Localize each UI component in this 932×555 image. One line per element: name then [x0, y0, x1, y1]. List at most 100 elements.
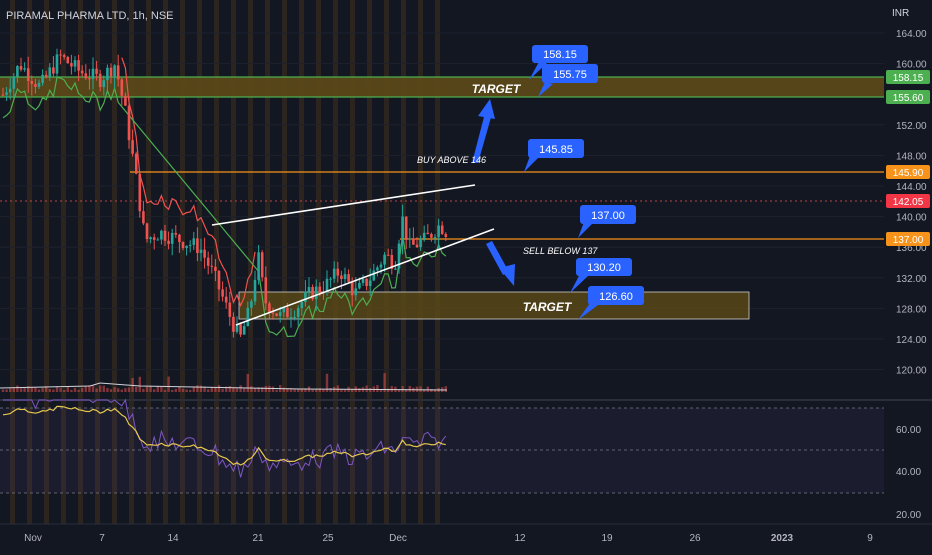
buy-above-label: BUY ABOVE 146	[417, 155, 486, 165]
price-tag-142.05[interactable]: 142.05	[886, 194, 930, 208]
session-stripe	[180, 0, 185, 524]
volume-bar	[325, 373, 329, 392]
session-stripe	[333, 0, 338, 524]
time-tick: 19	[601, 533, 613, 544]
callout-130[interactable]: 130.20	[570, 258, 632, 293]
time-tick: 2023	[771, 533, 794, 544]
candle-body	[293, 316, 296, 318]
session-stripe	[299, 0, 304, 524]
candle-body	[52, 67, 55, 74]
volume-bar	[351, 389, 354, 392]
volume-bar	[261, 387, 264, 392]
price-tag-145.90[interactable]: 145.90	[886, 165, 930, 179]
supertrend-up	[2, 76, 447, 338]
callout-145[interactable]: 145.85	[524, 139, 584, 172]
candle-body	[437, 225, 440, 238]
candle-body	[365, 278, 368, 286]
candle-body	[145, 223, 149, 240]
callout-137[interactable]: 137.00	[578, 205, 636, 238]
volume-bar	[163, 389, 167, 392]
candle-body	[113, 65, 116, 77]
volume-bar	[376, 385, 379, 392]
volume-bar	[282, 387, 285, 392]
session-stripe	[350, 0, 355, 524]
candle-body	[77, 60, 80, 71]
volume-bar	[52, 389, 55, 392]
candle-body	[124, 95, 127, 106]
wedge-lower-trendline[interactable]	[235, 228, 495, 326]
wedge-upper-trendline[interactable]	[211, 184, 476, 226]
session-stripe	[27, 0, 32, 524]
candle-body	[379, 264, 383, 268]
session-stripe	[316, 0, 321, 524]
price-tag-text: 145.90	[893, 168, 924, 179]
currency-label: INR	[892, 8, 909, 19]
volume-bar	[59, 388, 62, 392]
volume-bar	[106, 388, 109, 392]
volume-bar	[387, 388, 390, 392]
price-tag-158.15[interactable]: 158.15	[886, 70, 930, 84]
rsi-lines	[2, 398, 447, 478]
callout-155[interactable]: 155.75	[538, 64, 598, 97]
callout-145-text: 145.85	[539, 144, 573, 156]
time-tick: 26	[689, 533, 701, 544]
candle-body	[268, 303, 271, 313]
candle-body	[12, 76, 16, 89]
volume-bar	[178, 386, 181, 392]
volume-bar	[383, 373, 386, 392]
candle-body	[16, 66, 19, 77]
volume-bar	[102, 385, 105, 392]
candle-body	[170, 232, 174, 244]
volume-bar	[27, 386, 30, 392]
candle-body	[419, 239, 422, 248]
candle-body	[131, 140, 134, 154]
volume-bar	[304, 388, 307, 392]
candle-body	[260, 252, 264, 278]
candle-body	[196, 238, 199, 253]
price-tag-155.60[interactable]: 155.60	[886, 90, 930, 104]
candle-body	[116, 65, 120, 80]
session-stripe	[265, 0, 270, 524]
candle-body	[372, 270, 376, 281]
symbol-title[interactable]: PIRAMAL PHARMA LTD, 1h, NSE	[6, 10, 174, 22]
candle-body	[314, 286, 318, 300]
session-stripe	[146, 0, 151, 524]
candle-body	[239, 324, 242, 335]
volume-bar	[171, 389, 174, 392]
up-arrow[interactable]	[472, 99, 495, 163]
rsi-line	[3, 398, 447, 478]
volume-bar	[379, 389, 383, 392]
candle-body	[358, 282, 361, 289]
candle-body	[307, 287, 311, 292]
sell-below-label: SELL BELOW 137	[523, 246, 598, 256]
volume-bar	[117, 388, 120, 392]
session-stripe	[163, 0, 168, 524]
session-stripe	[95, 0, 100, 524]
callout-126[interactable]: 126.60	[578, 286, 644, 320]
candle-body	[102, 80, 106, 88]
volume-bar	[340, 388, 343, 392]
volume-bar	[271, 386, 275, 392]
price-tag-137.00[interactable]: 137.00	[886, 232, 930, 246]
volume-bar	[109, 389, 113, 392]
volume-bar	[196, 385, 199, 392]
down-arrow[interactable]	[486, 241, 515, 286]
volume-bar	[48, 388, 51, 392]
volume-bar	[322, 389, 325, 392]
volume-bar	[5, 389, 8, 392]
session-stripe	[112, 0, 117, 524]
volume-bar	[167, 376, 170, 392]
candle-body	[242, 326, 246, 335]
callout-158[interactable]: 158.15	[529, 45, 588, 80]
price-tick: 160.00	[896, 60, 927, 71]
volume-bar	[34, 387, 37, 392]
candle-body	[203, 249, 206, 258]
volume-bar	[239, 385, 242, 392]
candle-body	[278, 312, 282, 316]
volume-bar	[401, 386, 404, 392]
candle-body	[329, 278, 332, 280]
price-tick: 152.00	[896, 121, 927, 132]
candle-body	[235, 324, 239, 332]
